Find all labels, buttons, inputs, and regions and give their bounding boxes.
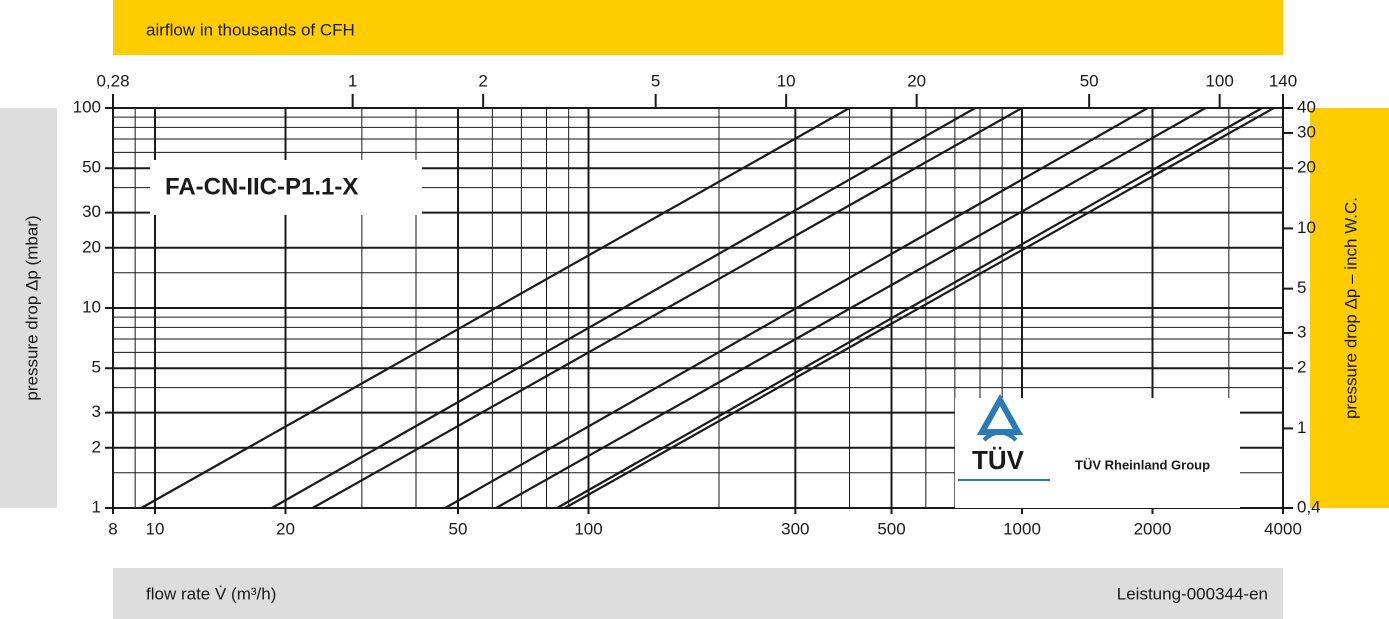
y2-tick-label: 5 — [1297, 278, 1306, 297]
y-tick-label: 3 — [92, 402, 101, 421]
y-tick-label: 10 — [82, 297, 101, 316]
plot: 8 10 20 50 100 300 500 1000 2000 4000 0,28 1 2 5 10 20 5… — [73, 71, 1321, 538]
plot-frame — [112, 107, 1284, 509]
right-band — [1310, 108, 1389, 508]
x2-axis-label: airflow in thousands of CFH — [146, 20, 355, 39]
x2-tick-label: 20 — [907, 71, 926, 90]
y2-tick-label: 40 — [1297, 97, 1316, 116]
x-tick-label: 50 — [449, 519, 468, 538]
x-tick-label: 4000 — [1264, 519, 1302, 538]
y-tick-label: 20 — [82, 237, 101, 256]
y2-tick-label: 30 — [1297, 122, 1316, 141]
logo-caption: TÜV Rheinland Group — [1075, 457, 1210, 472]
y2-tick-label: 2 — [1297, 358, 1306, 377]
curve — [556, 107, 1263, 509]
y-tick-label: 1 — [92, 497, 101, 516]
x2-tick-label: 10 — [777, 71, 796, 90]
x2-tick-label: 0,28 — [96, 71, 129, 90]
document-code: Leistung-000344-en — [1117, 584, 1268, 603]
x2-tick-label: 5 — [651, 71, 660, 90]
y-tick-label: 50 — [82, 158, 101, 177]
y2-tick-label: 1 — [1297, 418, 1306, 437]
y2-tick-label: 3 — [1297, 322, 1306, 341]
x-tick-label: 300 — [781, 519, 809, 538]
logo-wave — [982, 430, 1018, 442]
y-tick-label: 2 — [92, 437, 101, 456]
x2-tick-label: 1 — [348, 71, 357, 90]
y2-tick-label: 10 — [1297, 218, 1316, 237]
y-tick-label: 5 — [92, 358, 101, 377]
y2-tick-label: 0,4 — [1297, 497, 1321, 516]
x-tick-label: 8 — [108, 519, 117, 538]
left-band — [0, 108, 57, 508]
top-band — [113, 0, 1283, 55]
y2-tick-label: 20 — [1297, 158, 1316, 177]
x2-tick-label: 100 — [1205, 71, 1233, 90]
curve — [271, 107, 976, 509]
x-tick-label: 1000 — [1003, 519, 1041, 538]
x-tick-label: 100 — [574, 519, 602, 538]
model-box — [150, 160, 422, 215]
model-label: FA-CN-IIC-P1.1-X — [165, 173, 358, 200]
curve — [312, 107, 1023, 509]
y2-axis-label: pressure drop Δp – inch W.C. — [1341, 197, 1360, 419]
y-axis-label: pressure drop Δp (mbar) — [22, 215, 41, 400]
x2-tick-label: 140 — [1269, 71, 1297, 90]
x-tick-label: 10 — [146, 519, 165, 538]
y-tick-label: 100 — [73, 97, 101, 116]
x-tick-label: 500 — [877, 519, 905, 538]
curve — [564, 107, 1275, 509]
x-tick-label: 2000 — [1134, 519, 1172, 538]
curve — [140, 107, 851, 509]
x-axis-label: flow rate V̇ (m³/h) — [146, 584, 276, 603]
x2-tick-label: 2 — [478, 71, 487, 90]
curve — [495, 107, 1207, 509]
logo-text: TÜV — [972, 445, 1025, 475]
overlays: FA-CN-IIC-P1.1-X TÜV TÜV Rheinland Group — [150, 160, 1240, 508]
x-tick-label: 20 — [276, 519, 295, 538]
x2-tick-label: 50 — [1080, 71, 1099, 90]
logo-box — [955, 398, 1240, 508]
bottom-band — [113, 568, 1283, 619]
y-tick-label: 30 — [82, 202, 101, 221]
curve — [444, 107, 1149, 509]
